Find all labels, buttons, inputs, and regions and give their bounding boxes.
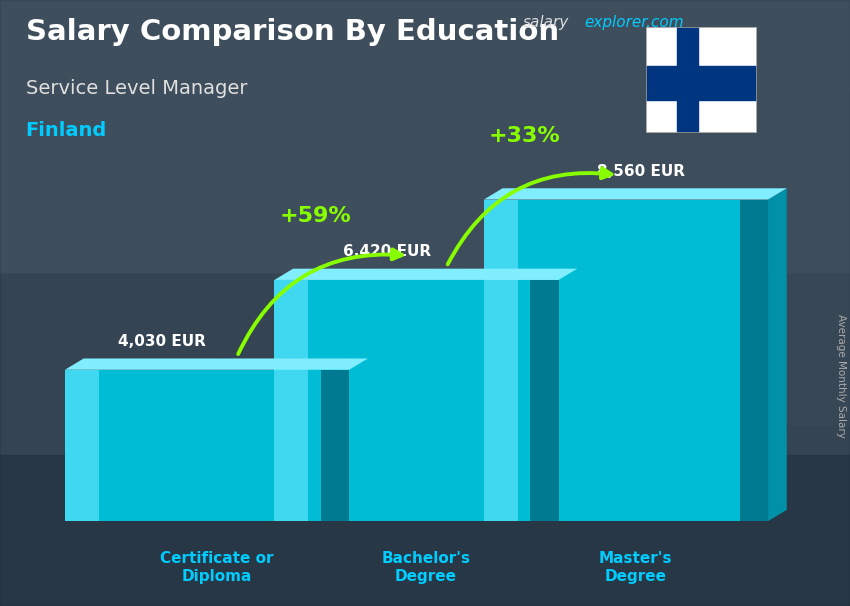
Polygon shape: [65, 359, 368, 370]
Polygon shape: [484, 188, 787, 199]
Bar: [0, 273, 850, 454]
Bar: [646, 66, 756, 99]
Text: 6,420 EUR: 6,420 EUR: [343, 244, 431, 259]
Text: +59%: +59%: [280, 206, 351, 226]
Polygon shape: [275, 280, 309, 521]
Polygon shape: [65, 370, 349, 521]
Polygon shape: [65, 370, 99, 521]
Polygon shape: [740, 199, 768, 521]
Bar: [0, 454, 850, 606]
Text: explorer.com: explorer.com: [584, 15, 683, 30]
Polygon shape: [768, 188, 787, 521]
Bar: [0, 0, 850, 273]
Polygon shape: [320, 370, 349, 521]
Polygon shape: [484, 199, 768, 521]
Text: Service Level Manager: Service Level Manager: [26, 79, 247, 98]
Text: salary: salary: [523, 15, 569, 30]
Text: Average Monthly Salary: Average Monthly Salary: [836, 314, 846, 438]
Polygon shape: [349, 359, 368, 521]
Text: 8,560 EUR: 8,560 EUR: [597, 164, 685, 179]
Text: Master's
Degree: Master's Degree: [598, 551, 672, 584]
Polygon shape: [530, 280, 558, 521]
Bar: [382, 91, 850, 424]
Text: Certificate or
Diploma: Certificate or Diploma: [160, 551, 273, 584]
Text: Salary Comparison By Education: Salary Comparison By Education: [26, 18, 558, 46]
Text: +33%: +33%: [489, 125, 561, 145]
Polygon shape: [558, 268, 577, 521]
Polygon shape: [275, 268, 577, 280]
Polygon shape: [275, 280, 558, 521]
Text: 4,030 EUR: 4,030 EUR: [118, 334, 206, 349]
Polygon shape: [484, 199, 518, 521]
Text: Finland: Finland: [26, 121, 107, 140]
Text: Bachelor's
Degree: Bachelor's Degree: [382, 551, 470, 584]
Bar: [677, 27, 698, 133]
